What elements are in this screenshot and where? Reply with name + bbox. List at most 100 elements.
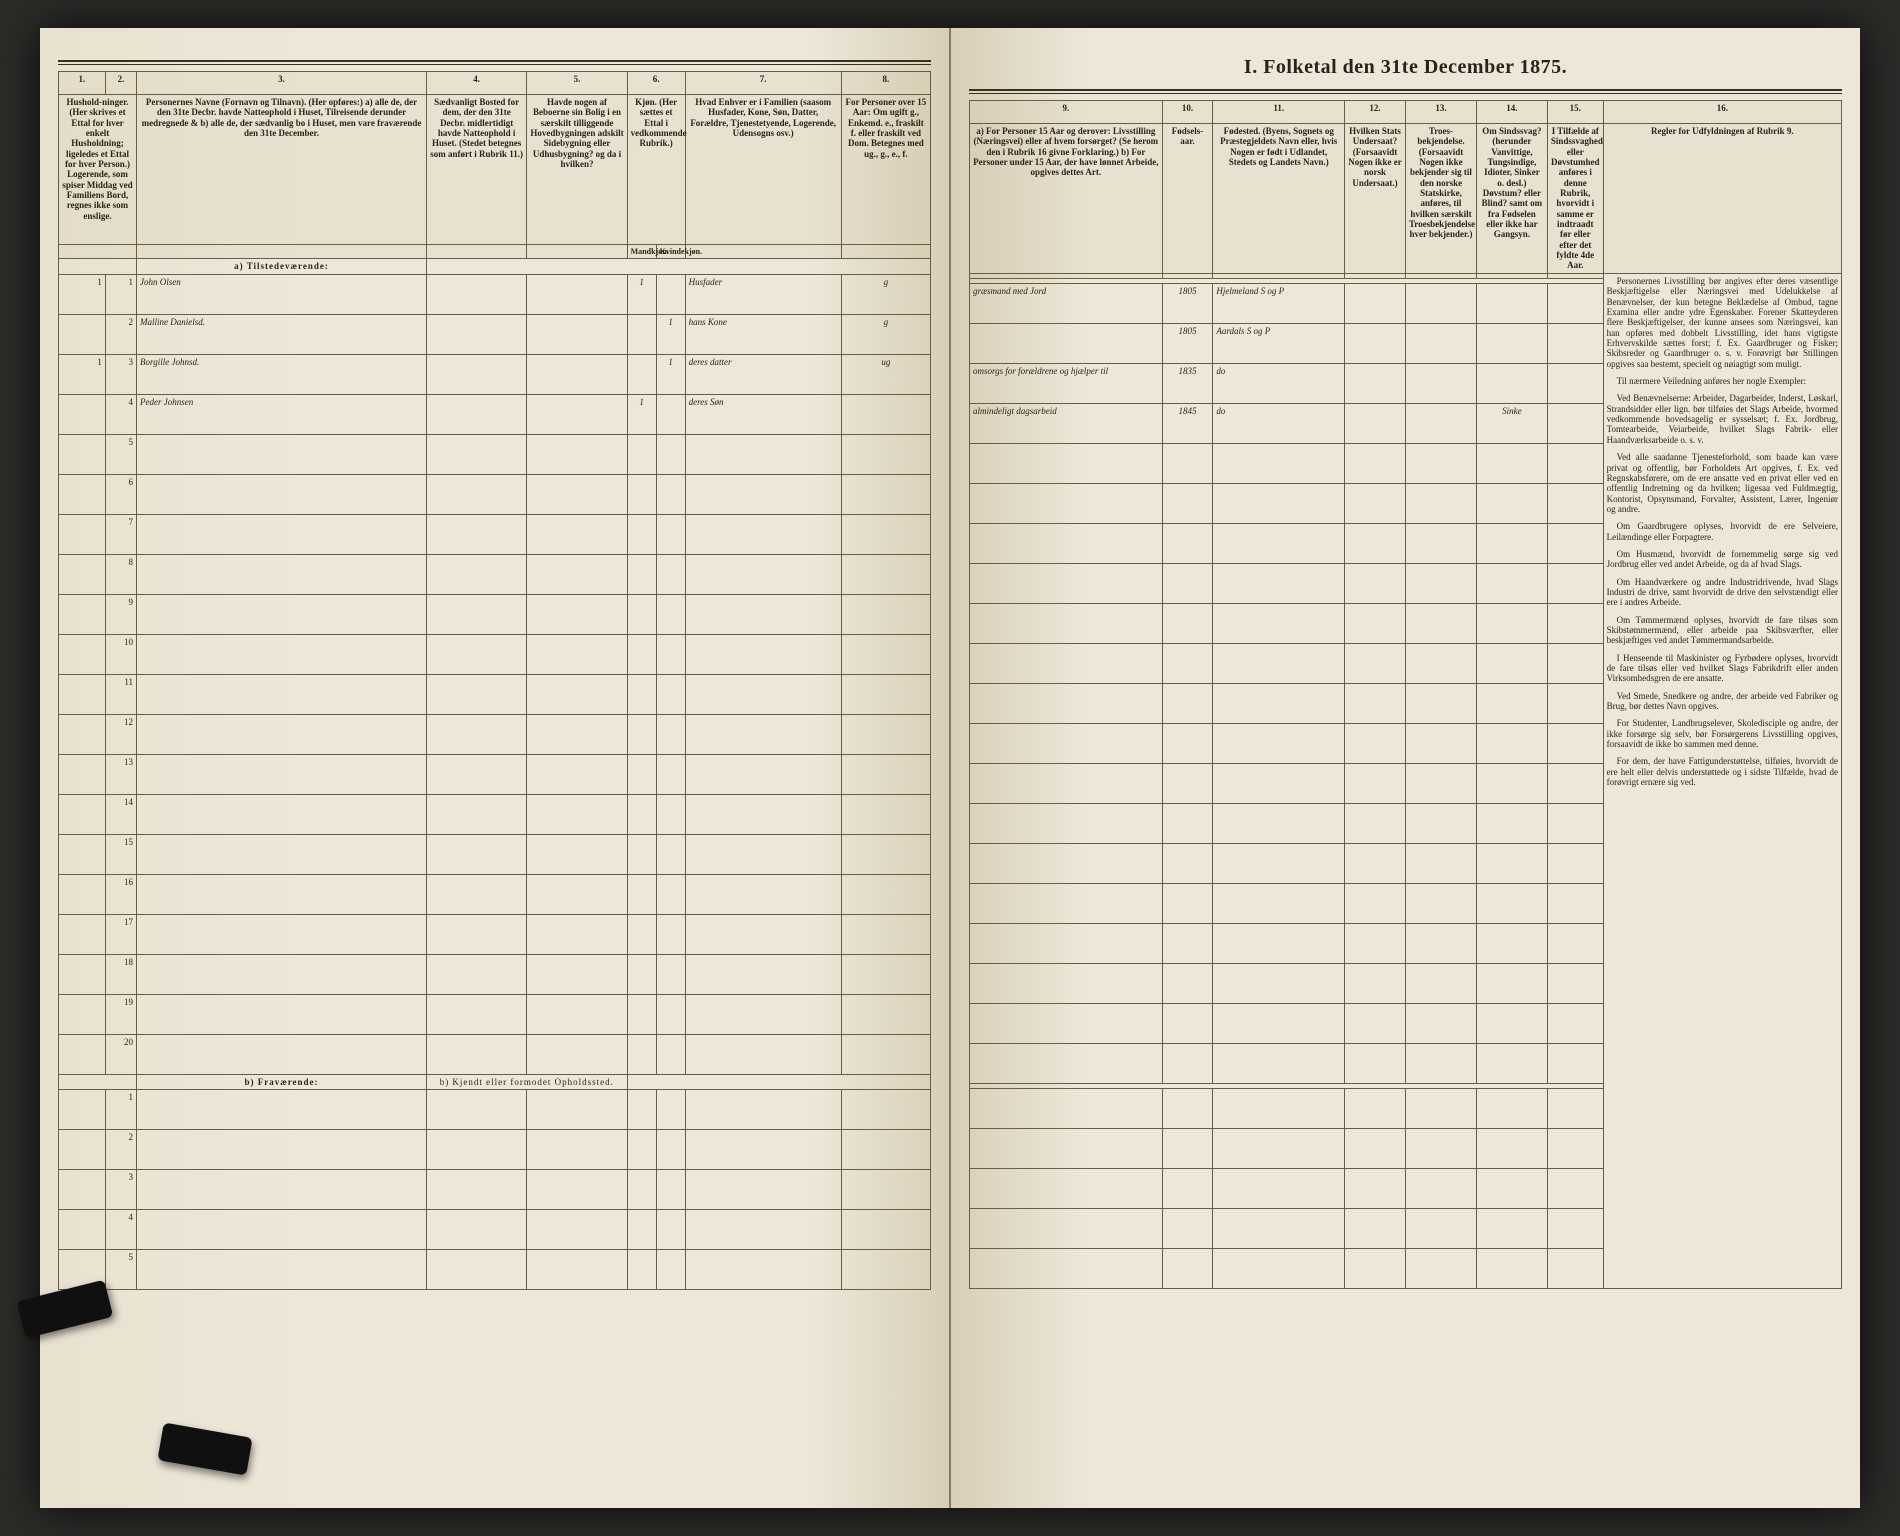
colnum-3: 3. [137,72,427,95]
colnum-2: 2. [105,72,136,95]
name-4: Peder Johnsen [137,394,427,434]
head-6b: Kvindekjøn. [656,245,685,259]
rn-17: 17 [105,914,136,954]
hh-4 [59,394,106,434]
rn-16: 16 [105,874,136,914]
bn-4: 4 [105,1209,136,1249]
name-3: Borgille Johnsd. [137,354,427,394]
place-4: do [1213,404,1345,444]
head-12: Hvilken Stats Undersaat? (Forsaavidt Nog… [1345,124,1406,274]
colnum-9: 9. [970,101,1163,124]
rn-8: 8 [105,554,136,594]
rn-6: 6 [105,474,136,514]
pn-4: 4 [105,394,136,434]
year-1: 1805 [1162,284,1213,324]
name-2: Malline Danielsd. [137,314,427,354]
rn-18: 18 [105,954,136,994]
fam-3: deres datter [685,354,841,394]
colnum-11: 11. [1213,101,1345,124]
page-title: I. Folketal den 31te December 1875. [969,56,1842,79]
head-11: Fødested. (Byens, Sognets og Præstegjeld… [1213,124,1345,274]
occ-4: almindeligt dagsarbeid [970,404,1163,444]
pn-3: 3 [105,354,136,394]
bn-1: 1 [105,1089,136,1129]
head-9: a) For Personer 15 Aar og derover: Livss… [970,124,1163,274]
colnum-6: 6. [627,72,685,95]
head-14: Om Sindssvag? (herunder Vanvittige, Tung… [1476,124,1547,274]
colnum-1: 1. [59,72,106,95]
hh-2 [59,314,106,354]
civ-2: g [841,314,930,354]
rn-13: 13 [105,754,136,794]
colnum-16: 16. [1603,101,1841,124]
rn-7: 7 [105,514,136,554]
civ-4 [841,394,930,434]
sex-1: 1 [627,274,656,314]
colnum-10: 10. [1162,101,1213,124]
year-2: 1805 [1162,324,1213,364]
rn-11: 11 [105,674,136,714]
colnum-15: 15. [1547,101,1603,124]
bn-2: 2 [105,1129,136,1169]
colnum-7: 7. [685,72,841,95]
fam-2: hans Kone [685,314,841,354]
rules-column: Personernes Livsstilling bør angives eft… [1603,274,1841,1289]
head-10: Fødsels-aar. [1162,124,1213,274]
year-4: 1845 [1162,404,1213,444]
head-1-2: Hushold-ninger. (Her skrives et Ettal fo… [59,95,137,245]
desk-background: 1. 2. 3. 4. 5. 6. 7. 8. Hushold-ninger. … [0,0,1900,1536]
rn-12: 12 [105,714,136,754]
section-a: a) Tilstedeværende: [137,259,427,274]
civ-3: ug [841,354,930,394]
fam-4: deres Søn [685,394,841,434]
hh-1: 1 [59,274,106,314]
head-5: Havde nogen af Beboerne sin Bolig i en s… [527,95,627,245]
bn-3: 3 [105,1169,136,1209]
head-3: Personernes Navne (Fornavn og Tilnavn). … [137,95,427,245]
colnum-5: 5. [527,72,627,95]
head-6: Kjøn. (Her sættes et Ettal i vedkommende… [627,95,685,245]
place-1: Hjelmeland S og P [1213,284,1345,324]
head-7: Hvad Enhver er i Familien (saasom Husfad… [685,95,841,245]
colnum-4: 4. [426,72,526,95]
fam-1: Husfader [685,274,841,314]
rn-19: 19 [105,994,136,1034]
civ-1: g [841,274,930,314]
right-page: I. Folketal den 31te December 1875. 9. 1… [951,28,1860,1508]
rn-10: 10 [105,634,136,674]
place-3: do [1213,364,1345,404]
right-table: 9. 10. 11. 12. 13. 14. 15. 16. a) For Pe… [969,100,1842,1289]
open-ledger: 1. 2. 3. 4. 5. 6. 7. 8. Hushold-ninger. … [40,28,1860,1508]
colnum-13: 13. [1405,101,1476,124]
bn-5: 5 [105,1249,136,1289]
rn-20: 20 [105,1034,136,1074]
occ-2 [970,324,1163,364]
head-6a: Mandkjøn. [627,245,656,259]
place-2: Aardals S og P [1213,324,1345,364]
colnum-8: 8. [841,72,930,95]
head-15: I Tilfælde af Sindssvaghed eller Døvstum… [1547,124,1603,274]
section-b-note: b) Kjendt eller formodet Opholdssted. [426,1074,627,1089]
colnum-14: 14. [1476,101,1547,124]
occ-1: græsmand med Jord [970,284,1163,324]
occ-3: omsorgs for forældrene og hjælper til [970,364,1163,404]
colnum-12: 12. [1345,101,1406,124]
left-table: 1. 2. 3. 4. 5. 6. 7. 8. Hushold-ninger. … [58,71,931,1290]
sex-4: 1 [627,394,656,434]
hh-3: 1 [59,354,106,394]
head-8: For Personer over 15 Aar: Om ugift g., E… [841,95,930,245]
binder-clip-icon [17,1280,114,1339]
head-13: Troes-bekjendelse. (Forsaavidt Nogen ikk… [1405,124,1476,274]
year-3: 1835 [1162,364,1213,404]
rn-5: 5 [105,434,136,474]
name-1: John Olsen [137,274,427,314]
head-4: Sædvanligt Bosted for dem, der den 31te … [426,95,526,245]
rn-14: 14 [105,794,136,834]
binder-clip-icon [157,1422,252,1475]
rn-15: 15 [105,834,136,874]
left-page: 1. 2. 3. 4. 5. 6. 7. 8. Hushold-ninger. … [40,28,951,1508]
pn-2: 2 [105,314,136,354]
section-b: b) Fraværende: [137,1074,427,1089]
head-16: Regler for Udfyldningen af Rubrik 9. [1603,124,1841,274]
rn-9: 9 [105,594,136,634]
